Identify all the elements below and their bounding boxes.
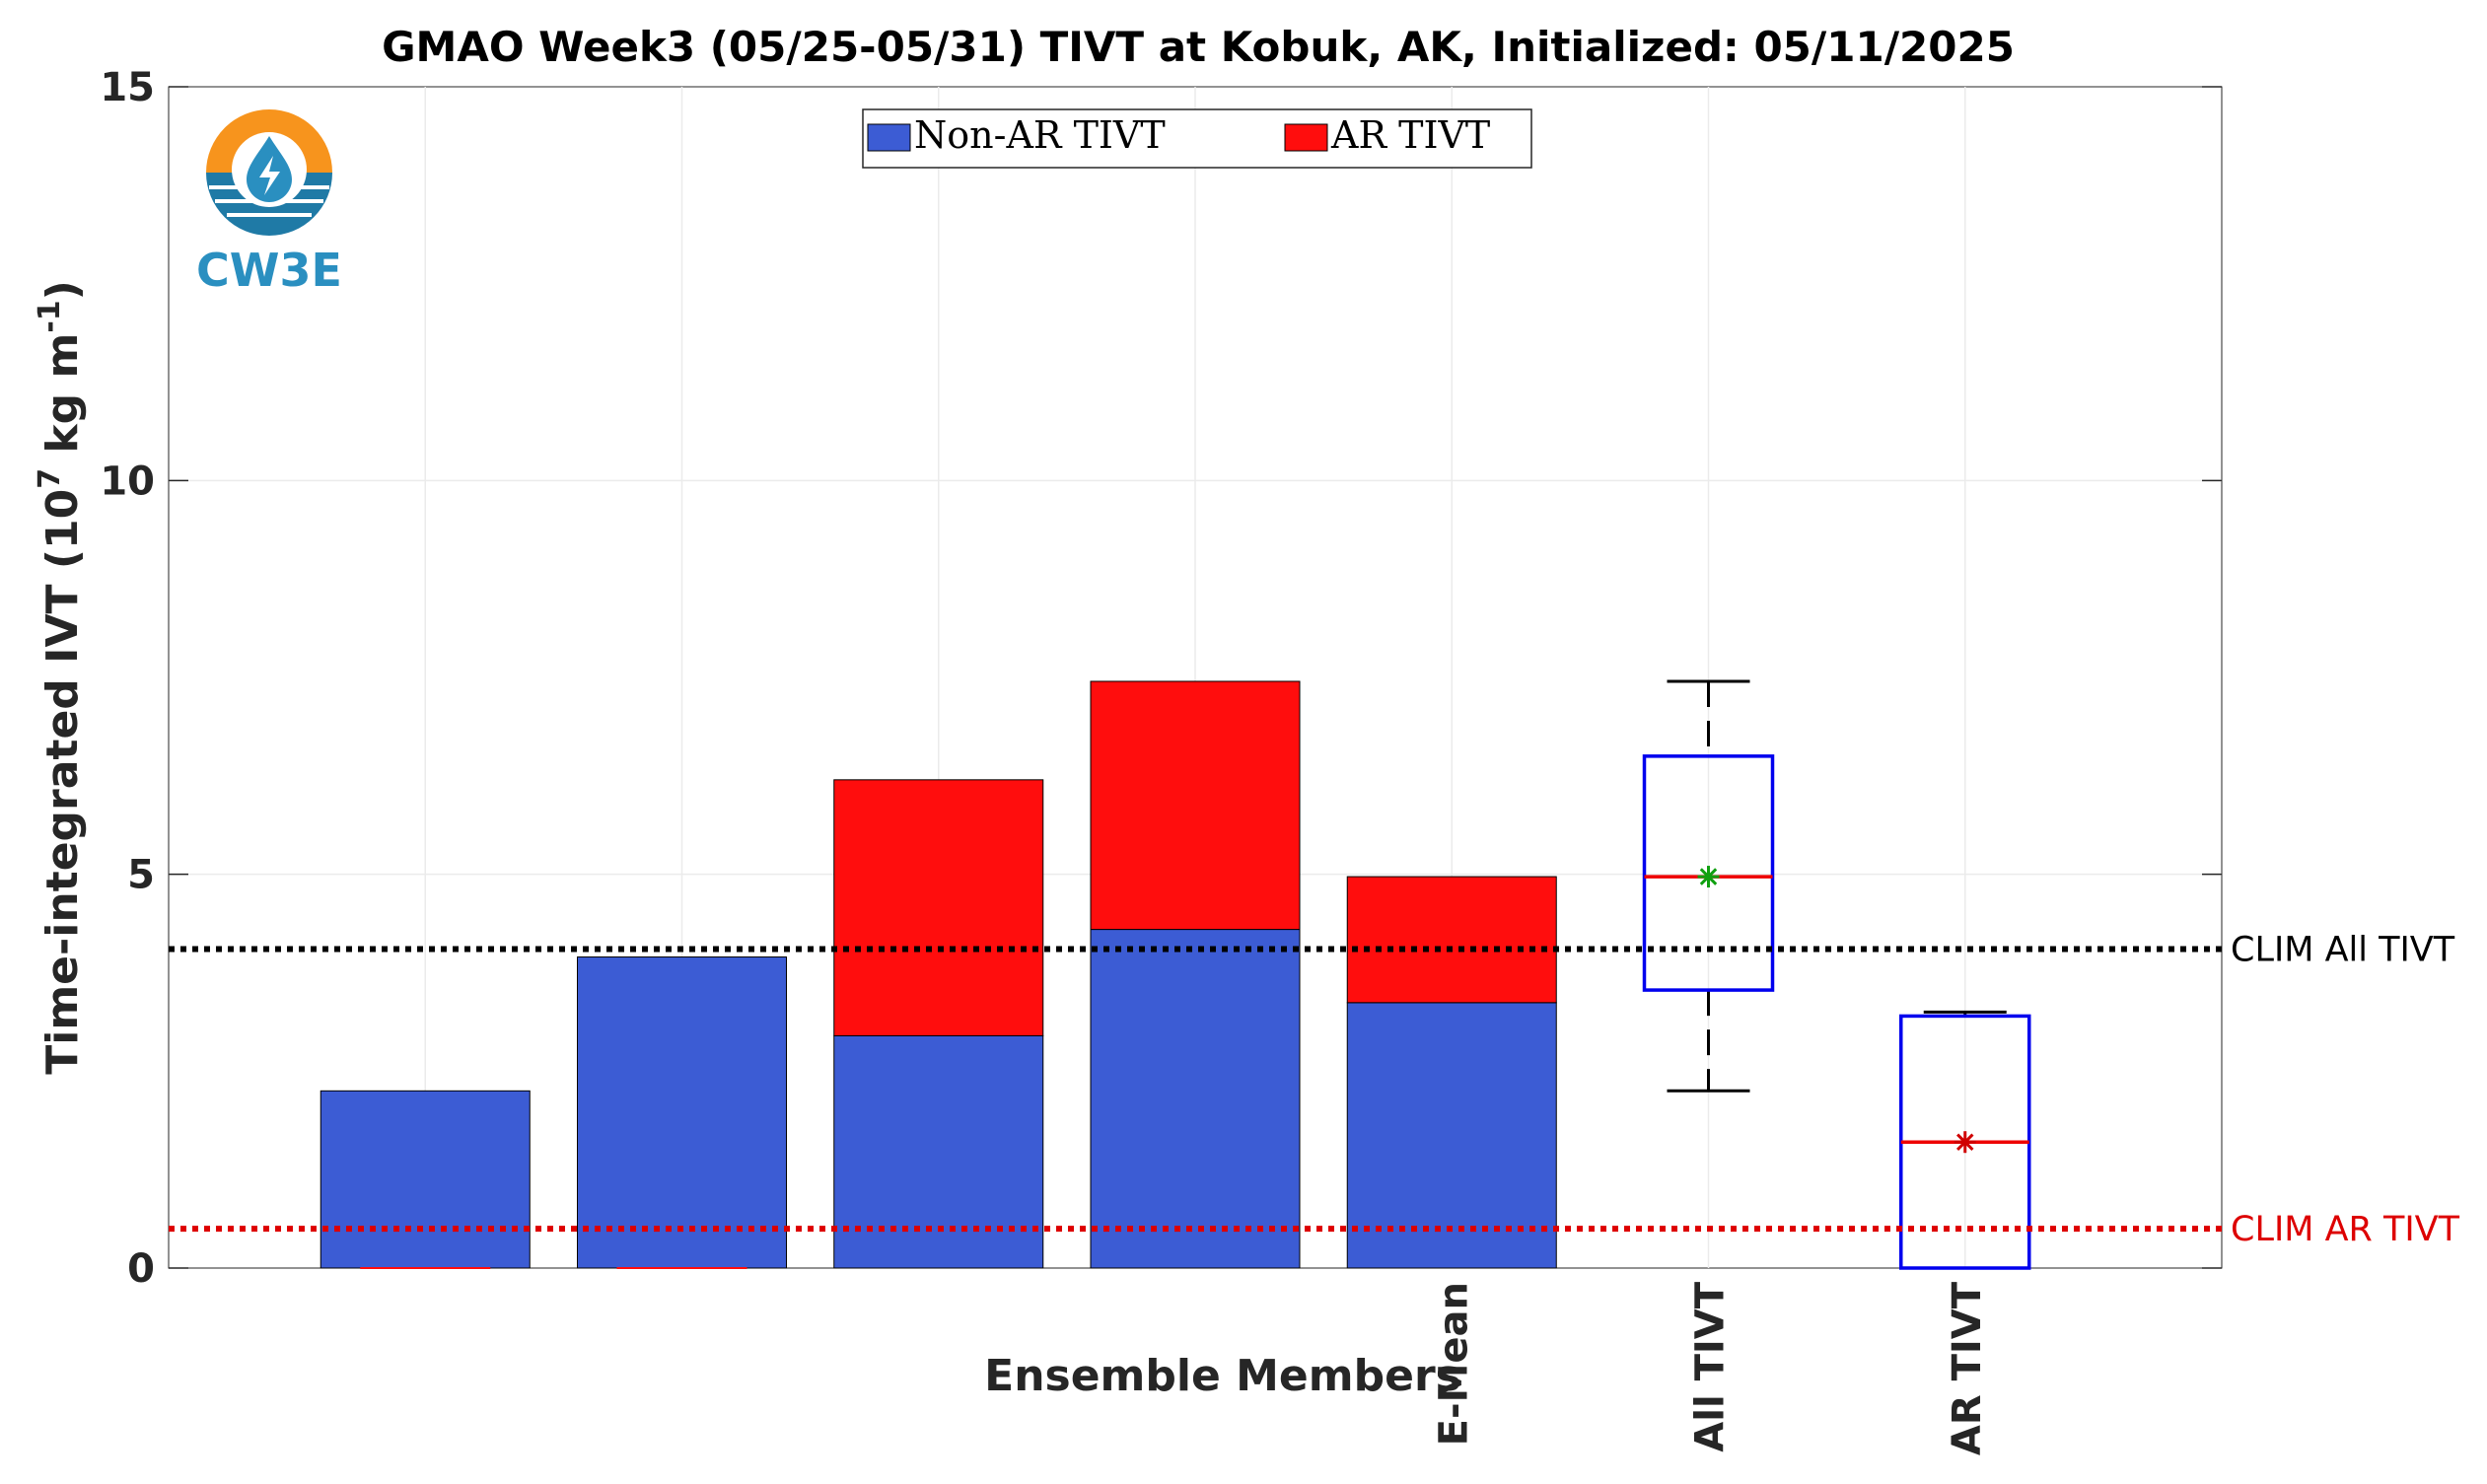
mean-marker [1954,1131,1976,1154]
axis-ticks [169,86,2222,1269]
legend-label-non-ar: Non-AR TIVT [914,113,1166,157]
reference-lines: CLIM All TIVT CLIM AR TIVT [169,931,2460,1249]
x-tick-label: All TIVT [1688,1281,1734,1451]
legend-label-ar: AR TIVT [1330,113,1490,157]
reference-line-label: CLIM All TIVT [2231,931,2455,970]
bar-ar [1090,680,1301,931]
x-tick-labels: E-Mean All TIVT AR TIVT [1431,1281,1990,1455]
mean-marker-stroke [1955,1133,1974,1151]
x-axis-label: Ensemble Members [984,1351,1461,1401]
y-tick-labels: 0 5 10 15 [100,65,155,1292]
lightning-icon [259,156,280,195]
reference-line-label: CLIM AR TIVT [2231,1210,2460,1249]
bar-non-ar [833,1034,1044,1269]
y-tick-label: 0 [127,1246,155,1292]
bar-non-ar [1346,1002,1557,1269]
y-tick-label: 5 [127,853,155,898]
mean-marker-stroke [1699,868,1718,885]
bar-non-ar [1090,929,1301,1269]
y-tick-label: 10 [100,459,155,504]
bar-non-ar [577,956,787,1269]
box-iqr [1642,754,1775,992]
bar-ar [833,779,1044,1036]
x-tick-label: E-Mean [1431,1282,1476,1446]
logo-text: CW3E [196,244,342,297]
chart-title: GMAO Week3 (05/25-05/31) TIVT at Kobuk, … [382,23,2015,71]
legend: Non-AR TIVT AR TIVT [862,108,1532,169]
bar-non-ar [320,1090,531,1269]
legend-box [862,108,1532,169]
legend-swatch-non-ar [867,123,911,152]
bar-ar [1346,876,1557,1004]
y-tick-label: 15 [100,65,155,110]
boxplots [1642,679,2031,1270]
mean-marker [1697,866,1720,888]
cw3e-logo: CW3E [196,109,342,297]
legend-swatch-ar [1284,123,1328,152]
bar-series [320,680,1557,1269]
y-axis-label: Time-integrated IVT (107 kg m-1) [33,280,88,1075]
x-tick-label: AR TIVT [1945,1281,1990,1455]
